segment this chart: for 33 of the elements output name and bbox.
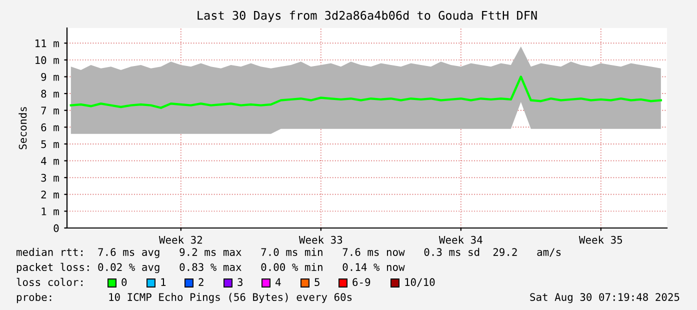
- chart-title: Last 30 Days from 3d2a86a4b06d to Gouda FttH DFN: [198, 10, 537, 22]
- text: packet loss: 0.02 % avg 0.83 % max 0.00 % min 0.14 % now: [16, 262, 405, 274]
- text: 2: [198, 278, 204, 286]
- y-axis-title: Seconds: [18, 107, 27, 150]
- x-tick-label: Week 35: [578, 236, 622, 244]
- y-tick-label: 10 m: [36, 56, 59, 64]
- text: 0: [122, 278, 127, 286]
- y-tick-label: 1 m: [42, 208, 59, 216]
- y-tick-label: 2 m: [41, 190, 59, 198]
- text: 6-9: [352, 278, 370, 286]
- text: 4: [276, 278, 281, 286]
- text: probe:: [16, 292, 52, 304]
- text: 1: [161, 278, 166, 286]
- x-tick-label: Week 34: [438, 236, 482, 244]
- y-tick-label: 0: [54, 224, 59, 232]
- x-tick-label: Week 32: [158, 236, 202, 244]
- line-series: [70, 76, 662, 109]
- y-tick-label: 7 m: [41, 106, 59, 114]
- text: 3: [238, 278, 242, 286]
- text: 10 ICMP Echo Pings (56 Bytes) every 60s: [109, 292, 352, 304]
- y-tick-label: 5 m: [41, 140, 59, 148]
- y-tick-label: 9 m: [41, 72, 59, 81]
- y-tick-label: 8 m: [41, 90, 59, 98]
- y-tick-label: 4 m: [41, 157, 59, 165]
- y-tick-label: 6 m: [41, 123, 59, 132]
- x-tick-label: Week 33: [298, 236, 342, 244]
- y-tick-label: 3 m: [41, 174, 59, 182]
- text: 10/10: [405, 278, 435, 287]
- text: Sat Aug 30 07:19:48 2025: [530, 293, 680, 304]
- text: 5: [314, 278, 320, 286]
- y-tick-label: 11 m: [36, 40, 59, 48]
- text: median rtt: 7.6 ms avg 9.2 ms max 7.0 ms min 7.6 ms now 0.3 ms sd 29.2 am/s: [16, 248, 561, 258]
- text: loss color:: [16, 278, 82, 286]
